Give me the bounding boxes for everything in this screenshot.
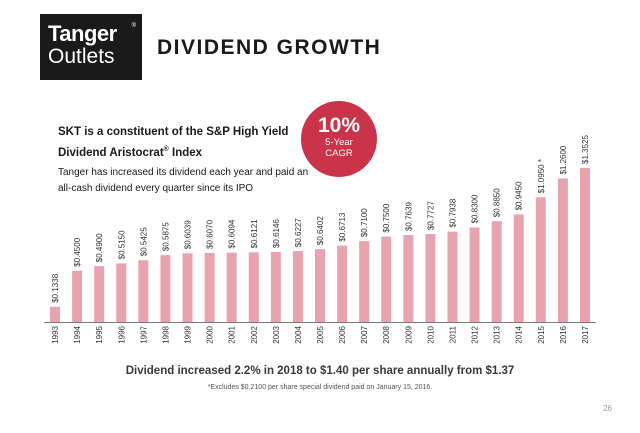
data-label: $1.0950 * <box>537 159 546 193</box>
info-block: SKT is a constituent of the S&P High Yie… <box>58 124 318 197</box>
logo-wordmark-bottom: Outlets <box>48 45 115 68</box>
cagr-line2: CAGR <box>325 148 353 159</box>
data-label: $0.6094 <box>228 219 237 248</box>
x-tick-label: 2003 <box>272 325 281 343</box>
bar <box>160 255 171 322</box>
data-label: $0.6227 <box>294 218 303 247</box>
data-label: $0.5425 <box>139 227 148 256</box>
info-headline-sup: ® <box>163 146 169 153</box>
footnote: *Excludes $0.2100 per share special divi… <box>207 384 433 391</box>
bar <box>94 266 105 322</box>
x-tick-label: 2014 <box>515 325 524 343</box>
info-headline-main: SKT is a constituent of the S&P High Yie… <box>58 126 289 159</box>
data-label: $0.4900 <box>95 233 104 262</box>
x-tick-label: 2005 <box>316 325 325 343</box>
info-headline: SKT is a constituent of the S&P High Yie… <box>58 124 318 162</box>
page-number: 26 <box>603 404 612 413</box>
logo-wordmark-top: Tanger <box>48 21 117 46</box>
x-tick-label: 2016 <box>559 325 568 343</box>
x-tick-label: 1997 <box>139 325 148 343</box>
x-tick-label: 2002 <box>250 325 259 343</box>
data-label: $0.6713 <box>338 212 347 241</box>
data-label: $0.6039 <box>184 220 193 249</box>
bar <box>72 270 83 322</box>
x-tick-label: 2017 <box>581 325 590 343</box>
data-label: $0.5875 <box>161 222 170 251</box>
bar <box>425 234 436 322</box>
data-label: $0.8850 <box>493 188 502 217</box>
x-tick-label: 1993 <box>51 325 60 343</box>
x-tick-label: 1999 <box>184 325 193 343</box>
cagr-line1: 5-Year <box>325 137 353 148</box>
data-label: $0.7500 <box>382 203 391 232</box>
tanger-outlets-logo: Tanger Outlets ® <box>40 14 142 80</box>
bar <box>337 245 348 322</box>
x-tick-label: 2012 <box>471 325 480 343</box>
info-text: Tanger has increased its dividend each y… <box>58 166 309 194</box>
bar <box>557 178 568 322</box>
x-tick-label: 1998 <box>161 325 170 343</box>
bottom-note: Dividend increased 2.2% in 2018 to $1.40… <box>125 365 515 377</box>
bar <box>469 227 480 322</box>
bar <box>226 252 237 322</box>
data-label: $0.7938 <box>448 198 457 227</box>
data-label: $0.5150 <box>117 230 126 259</box>
slide-title: DIVIDEND GROWTH <box>157 36 382 59</box>
x-tick-label: 2004 <box>294 325 303 343</box>
data-label: $1.3525 <box>581 135 590 164</box>
bar <box>535 197 546 322</box>
x-tick-label: 2010 <box>426 325 435 343</box>
x-tick-label: 2013 <box>493 325 502 343</box>
x-tick-label: 2001 <box>228 325 237 343</box>
x-tick-label: 2007 <box>360 325 369 343</box>
bar <box>292 251 303 322</box>
x-tick-label: 2006 <box>338 325 347 343</box>
cagr-badge: 10% 5-Year CAGR <box>301 101 377 177</box>
x-tick-label: 1994 <box>73 325 82 343</box>
x-tick-label: 2000 <box>206 325 215 343</box>
data-label: $0.6402 <box>316 216 325 245</box>
bar <box>579 168 590 322</box>
data-label: $0.7727 <box>426 201 435 230</box>
bar <box>513 214 524 322</box>
data-label: $0.6121 <box>250 219 259 248</box>
data-label: $0.4500 <box>73 237 82 266</box>
bar <box>204 252 215 322</box>
x-tick-label: 2011 <box>448 325 457 343</box>
data-label: $0.7639 <box>404 202 413 231</box>
bar <box>248 252 259 322</box>
bar <box>138 260 149 322</box>
data-label: $0.8300 <box>471 194 480 223</box>
registered-mark: ® <box>131 23 136 29</box>
bar <box>270 252 281 322</box>
bar <box>50 306 61 322</box>
bar <box>116 263 127 322</box>
x-tick-label: 2008 <box>382 325 391 343</box>
info-headline-end: Index <box>168 146 203 159</box>
cagr-value: 10% <box>317 114 361 137</box>
x-tick-label: 1995 <box>95 325 104 343</box>
data-label: $0.6146 <box>272 219 281 248</box>
bar <box>182 253 193 322</box>
data-label: $0.9450 <box>515 181 524 210</box>
bar <box>315 249 325 322</box>
bar <box>447 231 458 322</box>
data-label: $0.6070 <box>206 219 215 248</box>
data-label: $0.7100 <box>360 208 369 237</box>
bar <box>381 236 392 322</box>
bar <box>403 235 414 322</box>
bar <box>491 221 502 322</box>
x-tick-label: 2009 <box>404 325 413 343</box>
bar <box>359 241 370 322</box>
data-label: $1.2600 <box>559 145 568 174</box>
x-tick-label: 1996 <box>117 325 126 343</box>
x-tick-label: 2015 <box>537 325 546 343</box>
data-label: $0.1338 <box>51 273 60 302</box>
